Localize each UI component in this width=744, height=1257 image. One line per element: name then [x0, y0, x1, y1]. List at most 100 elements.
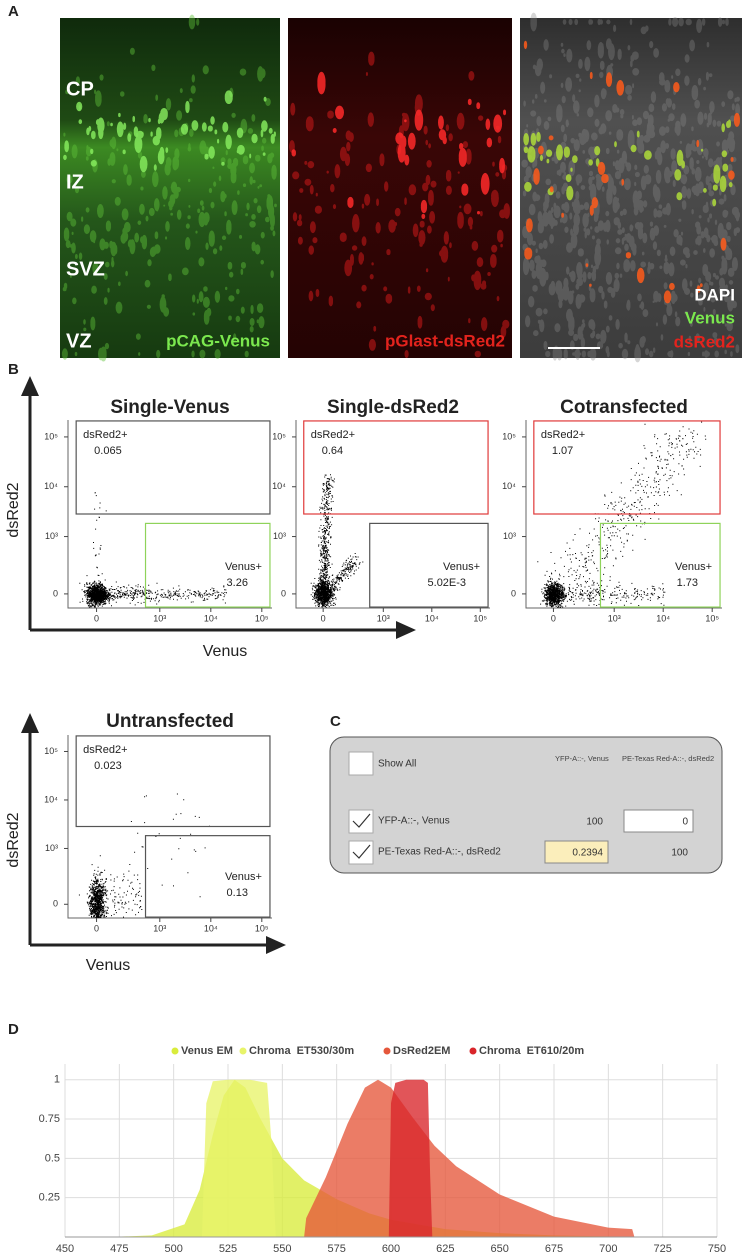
gate-name: dsRed2+ — [541, 429, 585, 441]
axis-line — [67, 420, 272, 609]
checkbox[interactable] — [348, 751, 374, 776]
x-tick-label: 475 — [110, 1243, 128, 1255]
event-dots — [537, 421, 707, 608]
x-tick-label: 10³ — [153, 923, 166, 933]
x-tick-label: 550 — [273, 1243, 291, 1255]
checkmark — [352, 844, 371, 859]
y-tick-label: 10⁵ — [44, 431, 58, 441]
y-tick-label: 10⁴ — [502, 481, 516, 491]
gate — [303, 420, 489, 515]
value-text: 100 — [586, 817, 603, 828]
x-tick-label: 600 — [382, 1243, 400, 1255]
value-text: 100 — [671, 848, 688, 859]
flow-plot: Cotransfected 0 10³ 10⁴ 10⁵ 0 10³ 10⁴ 10⁵ dsRed2+… — [502, 397, 722, 623]
event-dots — [310, 474, 364, 608]
channel-label: pCAG-Venus — [166, 331, 270, 350]
merge-legend: Venus — [685, 308, 735, 327]
gate-name: Venus+ — [443, 561, 480, 573]
y-tick-label: 10³ — [503, 531, 516, 541]
y-tick-label: 0.75 — [39, 1113, 60, 1125]
panel-label: C — [330, 713, 341, 730]
x-tick-label: 525 — [219, 1243, 237, 1255]
x-tick-label: 675 — [545, 1243, 563, 1255]
cell-texture — [291, 71, 507, 220]
show-all-label: Show All — [378, 759, 416, 770]
legend-marker — [383, 1047, 391, 1055]
y-tick-label: 10⁴ — [272, 481, 286, 491]
checkmark — [352, 813, 371, 828]
gate-value: 3.26 — [227, 577, 248, 589]
y-tick-label: 1 — [54, 1074, 60, 1086]
value-field[interactable] — [544, 840, 609, 864]
x-tick-label: 725 — [653, 1243, 671, 1255]
column-header: YFP-A::-, Venus — [555, 754, 609, 763]
row-label: PE-Texas Red-A::-, dsRed2 — [378, 847, 501, 858]
value-field[interactable] — [623, 809, 694, 833]
plot-title: Single-Venus — [110, 397, 229, 418]
axis-line — [67, 735, 272, 919]
x-tick-label: 10⁴ — [425, 613, 439, 623]
x-tick-label: 10⁵ — [473, 613, 487, 623]
gate — [75, 735, 271, 828]
x-tick-label: 10⁵ — [255, 923, 269, 933]
y-axis-label: dsRed2 — [5, 812, 22, 867]
y-tick-label: 10³ — [45, 843, 58, 853]
y-tick-label: 10³ — [45, 531, 58, 541]
y-tick-label: 0 — [53, 588, 58, 598]
legend-label: Venus EM — [181, 1045, 233, 1057]
checkbox[interactable] — [348, 840, 374, 865]
legend-marker — [239, 1047, 247, 1055]
value-text: 0 — [682, 817, 688, 828]
dialog — [329, 736, 723, 874]
legend-label: Chroma ET610/20m — [479, 1045, 584, 1057]
y-tick-label: 10⁵ — [502, 431, 516, 441]
panel-label: B — [8, 361, 19, 378]
checkbox[interactable] — [348, 809, 374, 834]
spectrum-area — [304, 1079, 635, 1237]
y-axis-label: dsRed2 — [5, 482, 22, 537]
x-tick-label: 0 — [551, 613, 556, 623]
region-label: IZ — [66, 171, 84, 193]
x-tick-label: 10⁴ — [656, 613, 670, 623]
axis-line — [525, 420, 722, 609]
micrograph-dsred2 — [288, 18, 512, 358]
axis-arrows — [21, 376, 416, 954]
gate — [369, 522, 489, 608]
x-tick-label: 700 — [599, 1243, 617, 1255]
legend-marker — [171, 1047, 179, 1055]
x-tick-label: 625 — [436, 1243, 454, 1255]
region-label: VZ — [66, 330, 92, 352]
micrograph-texture — [61, 12, 741, 363]
flow-plot: Untransfected 0 10³ 10⁴ 10⁵ 0 10³ 10⁴ 10⁵ dsRed2+… — [44, 711, 272, 933]
x-axis-label: Venus — [86, 957, 130, 974]
y-tick-label: 0 — [511, 588, 516, 598]
merge-legend: DAPI — [694, 285, 735, 304]
x-tick-label: 10³ — [153, 613, 166, 623]
gate-name: Venus+ — [225, 561, 262, 573]
y-tick-label: 10⁵ — [44, 746, 58, 756]
merge-legend: dsRed2 — [674, 332, 735, 351]
y-tick-label: 10⁴ — [44, 794, 58, 804]
y-tick-label: 10⁵ — [272, 431, 286, 441]
y-tick-label: 0 — [53, 899, 58, 909]
micrograph-venus — [60, 18, 280, 358]
axis-line — [295, 420, 490, 609]
gate-name: Venus+ — [225, 871, 262, 883]
spectrum-area — [201, 1079, 276, 1237]
channel-label: pGlast-dsRed2 — [385, 331, 505, 350]
column-header: PE-Texas Red-A::-, dsRed2 — [622, 754, 714, 763]
flow-plot: Single-dsRed2 0 10³ 10⁴ 10⁵ 0 10³ 10⁴ 10⁵ dsRed2+… — [272, 397, 490, 623]
gate-value: 5.02E-3 — [428, 577, 467, 589]
gate-name: dsRed2+ — [311, 429, 355, 441]
plot-title: Single-dsRed2 — [327, 397, 459, 418]
gate — [533, 420, 721, 515]
gate-value: 0.64 — [322, 445, 343, 457]
x-tick-label: 575 — [327, 1243, 345, 1255]
spectrum-area — [388, 1079, 433, 1237]
micrograph-merge — [520, 18, 742, 358]
y-tick-label: 10³ — [273, 531, 286, 541]
gate-name: dsRed2+ — [83, 429, 127, 441]
event-dots — [78, 793, 211, 918]
row-label: YFP-A::-, Venus — [378, 816, 450, 827]
